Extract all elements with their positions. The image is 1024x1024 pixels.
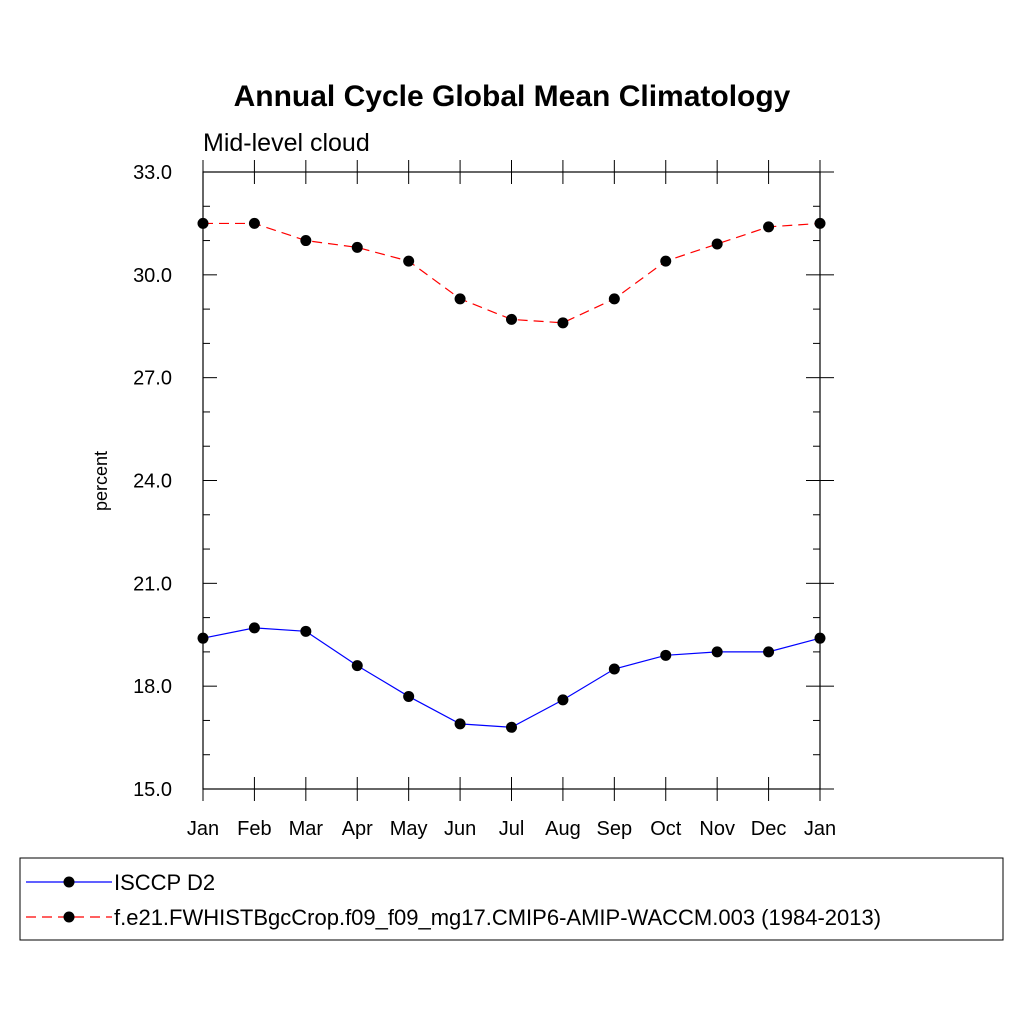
data-point xyxy=(506,721,517,733)
legend-marker xyxy=(63,911,75,923)
x-tick-label: Jan xyxy=(187,818,219,840)
data-point xyxy=(197,632,209,644)
data-point xyxy=(506,313,517,325)
data-point xyxy=(660,255,672,267)
x-tick-labels: Jan Feb Mar Apr May Jun Jul Aug Sep Oct Nov Dec Jan xyxy=(187,818,836,840)
legend-label: ISCCP D2 xyxy=(114,870,215,895)
axis-ticks xyxy=(202,160,834,801)
x-tick-label: May xyxy=(390,818,428,840)
data-point xyxy=(660,649,672,661)
series-line xyxy=(202,627,821,728)
y-tick-label: 18.0 xyxy=(133,676,172,698)
x-tick-label: Dec xyxy=(751,818,787,840)
data-point xyxy=(454,718,466,730)
legend: ISCCP D2 f.e21.FWHISTBgcCrop.f09_f09_mg17… xyxy=(19,857,1004,941)
data-point xyxy=(557,694,569,706)
chart-title: Annual Cycle Global Mean Climatology xyxy=(234,80,791,113)
legend-marker xyxy=(63,876,75,888)
data-point xyxy=(763,221,775,233)
data-point xyxy=(403,255,415,267)
series-1 xyxy=(197,622,826,733)
x-tick-label: Mar xyxy=(289,818,324,840)
y-tick-label: 21.0 xyxy=(133,573,172,595)
data-point xyxy=(608,293,620,305)
y-tick-label: 30.0 xyxy=(133,265,172,287)
series-layer xyxy=(197,217,826,733)
series-2 xyxy=(197,217,826,329)
y-tick-label: 33.0 xyxy=(133,162,172,184)
data-point xyxy=(300,625,312,637)
chart-subtitle: Mid-level cloud xyxy=(203,129,370,157)
legend-item: f.e21.FWHISTBgcCrop.f09_f09_mg17.CMIP6-A… xyxy=(26,905,881,930)
x-tick-label: Apr xyxy=(342,818,373,840)
data-point xyxy=(814,632,826,644)
data-point xyxy=(248,622,260,634)
data-point xyxy=(197,217,209,229)
series-line xyxy=(203,222,821,324)
legend-item: ISCCP D2 xyxy=(26,870,215,895)
y-tick-label: 27.0 xyxy=(133,368,172,390)
legend-label: f.e21.FWHISTBgcCrop.f09_f09_mg17.CMIP6-A… xyxy=(114,905,881,930)
data-point xyxy=(248,217,260,229)
data-point xyxy=(608,663,620,675)
data-point xyxy=(351,660,363,672)
x-tick-label: Jun xyxy=(444,818,476,840)
data-point xyxy=(300,235,312,247)
x-tick-label: Oct xyxy=(650,818,682,840)
y-tick-label: 24.0 xyxy=(133,471,172,493)
data-point xyxy=(454,293,466,305)
y-tick-labels: 15.0 18.0 21.0 24.0 27.0 30.0 33.0 xyxy=(133,162,172,801)
legend-box xyxy=(19,857,1004,941)
x-tick-label: Aug xyxy=(545,818,581,840)
plot-frame xyxy=(202,171,821,790)
x-tick-label: Sep xyxy=(597,818,633,840)
x-tick-label: Nov xyxy=(699,818,735,840)
data-point xyxy=(814,217,826,229)
data-point xyxy=(763,646,775,658)
x-tick-label: Jan xyxy=(804,818,836,840)
y-axis-label: percent xyxy=(91,451,111,511)
data-point xyxy=(711,238,723,250)
data-point xyxy=(403,690,415,702)
data-point xyxy=(351,241,363,253)
data-point xyxy=(711,646,723,658)
data-point xyxy=(557,317,569,329)
x-tick-label: Feb xyxy=(237,818,271,840)
x-tick-label: Jul xyxy=(499,818,525,840)
y-tick-label: 15.0 xyxy=(133,779,172,801)
